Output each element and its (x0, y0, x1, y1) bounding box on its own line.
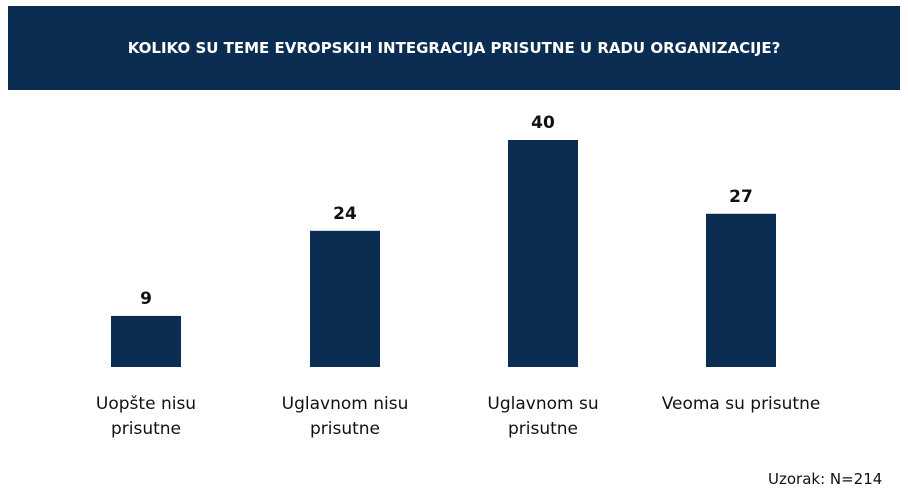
category-label: Uglavnom nisu prisutne (281, 394, 409, 439)
bar (111, 315, 181, 367)
sample-note: Uzorak: N=214 (768, 470, 883, 488)
category-label: Uopšte nisu prisutne (95, 394, 197, 439)
value-label: 27 (729, 187, 753, 207)
bar (508, 140, 578, 367)
value-label: 24 (333, 204, 357, 224)
value-label: 9 (140, 289, 152, 309)
category-label: Uglavnom su prisutne (487, 394, 599, 439)
category-label: Veoma su prisutne (661, 394, 821, 414)
bar (310, 230, 380, 367)
value-label: 40 (531, 113, 555, 133)
chart-title: KOLIKO SU TEME EVROPSKIH INTEGRACIJA PRI… (8, 6, 900, 90)
bar (706, 213, 776, 367)
